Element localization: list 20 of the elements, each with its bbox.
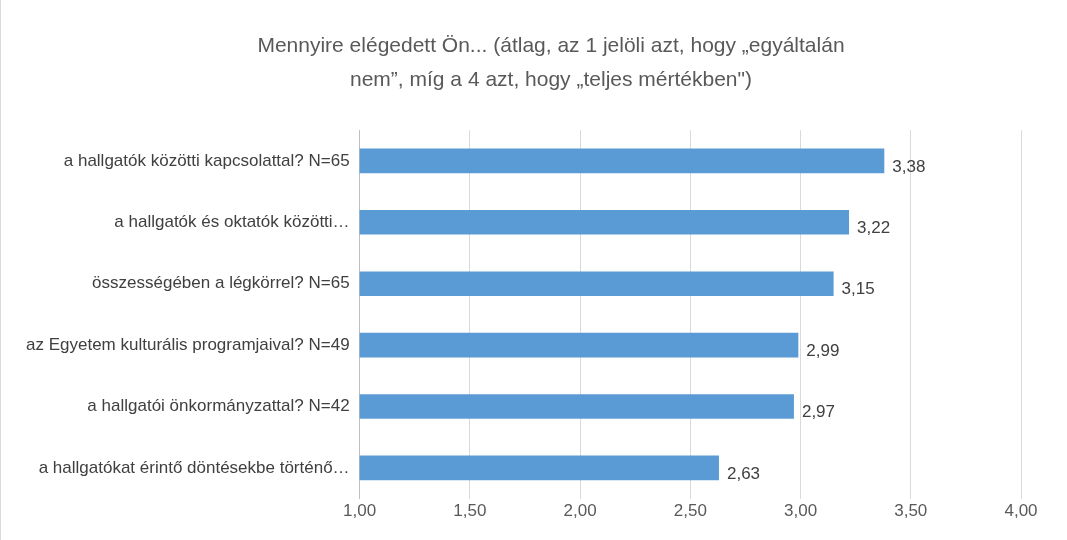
data-label: 3,15 xyxy=(841,279,875,299)
x-tick-label: 3,00 xyxy=(783,501,818,521)
y-tick-label: az Egyetem kulturális programjaival? N=49 xyxy=(26,334,350,354)
y-tick-label: a hallgatókat érintő döntésekbe történő… xyxy=(38,457,350,477)
y-tick-label: a hallgatók közötti kapcsolattal? N=65 xyxy=(63,150,350,170)
y-tick-label: a hallgatói önkormányzattal? N=42 xyxy=(87,396,350,416)
x-tick-label: 2,50 xyxy=(673,501,707,521)
x-tick-label: 4,00 xyxy=(1004,501,1038,521)
data-label: 2,99 xyxy=(806,340,840,360)
data-label: 3,38 xyxy=(892,156,926,176)
x-tick-label: 3,50 xyxy=(894,501,928,521)
x-tick-label: 1,50 xyxy=(453,501,487,521)
y-tick-label: összességében a légkörrel? N=65 xyxy=(92,273,350,293)
data-label: 3,22 xyxy=(857,217,891,237)
y-tick-label: a hallgatók és oktatók közötti… xyxy=(114,211,350,231)
data-label: 2,63 xyxy=(726,463,761,483)
x-tick-label: 2,00 xyxy=(563,501,597,521)
x-tick-label: 1,00 xyxy=(343,501,377,521)
chart-title: Mennyire elégedett Ön... (átlag, az 1 jelöli azt, hogy „egyáltalán nem”, míg a 4 azt, hogy „teljes mértékben") xyxy=(256,32,846,92)
data-label: 2,97 xyxy=(801,402,836,422)
